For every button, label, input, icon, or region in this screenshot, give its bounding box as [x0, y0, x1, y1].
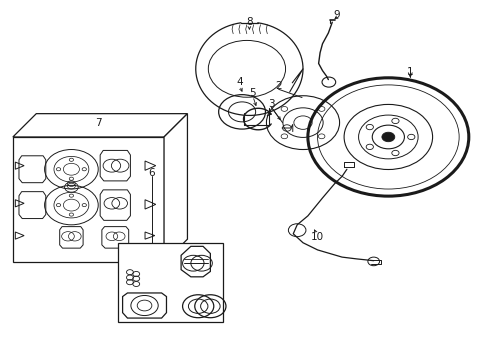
Text: 7: 7 — [95, 118, 102, 128]
Circle shape — [381, 132, 394, 142]
Text: 1: 1 — [406, 67, 413, 77]
Polygon shape — [163, 114, 187, 262]
Polygon shape — [13, 114, 187, 137]
Text: 3: 3 — [267, 99, 274, 109]
Text: 6: 6 — [148, 168, 155, 178]
Text: 8: 8 — [245, 17, 252, 27]
Text: 5: 5 — [249, 88, 256, 98]
Text: 4: 4 — [236, 77, 243, 87]
Polygon shape — [118, 243, 222, 321]
Text: 2: 2 — [275, 81, 282, 91]
Text: 10: 10 — [310, 232, 324, 242]
Text: 9: 9 — [333, 10, 340, 20]
